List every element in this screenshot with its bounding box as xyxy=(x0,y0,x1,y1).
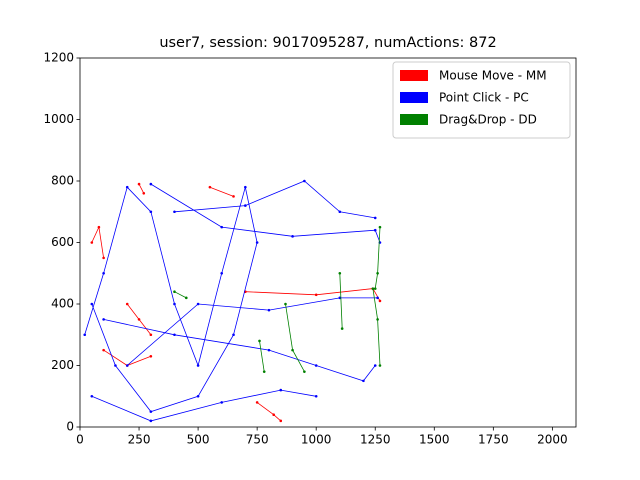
point xyxy=(149,419,153,423)
point xyxy=(102,318,105,321)
point xyxy=(196,364,200,367)
point xyxy=(149,354,153,358)
point xyxy=(244,185,247,189)
point xyxy=(279,388,283,392)
point xyxy=(208,185,212,189)
point xyxy=(378,225,382,229)
y-tick-label: 600 xyxy=(51,235,74,249)
point xyxy=(97,225,101,229)
point xyxy=(220,225,224,229)
point xyxy=(373,228,377,232)
x-tick-label: 2000 xyxy=(537,433,568,447)
chart-title: user7, session: 9017095287, numActions: … xyxy=(159,35,496,51)
point xyxy=(83,333,87,337)
point xyxy=(340,327,344,330)
point xyxy=(291,235,294,238)
point xyxy=(255,401,259,404)
point xyxy=(244,204,247,207)
point xyxy=(255,241,259,244)
point xyxy=(314,293,318,297)
point xyxy=(279,419,283,423)
legend-label: Point Click - PC xyxy=(439,91,529,105)
point xyxy=(378,364,382,367)
x-tick-label: 1250 xyxy=(360,433,391,447)
point xyxy=(284,302,287,306)
y-tick-label: 200 xyxy=(51,358,74,372)
x-tick-label: 750 xyxy=(246,433,269,447)
point xyxy=(102,256,105,260)
point xyxy=(267,308,271,312)
point xyxy=(376,296,379,300)
point xyxy=(173,333,176,337)
point xyxy=(362,379,365,383)
point xyxy=(338,210,342,214)
point xyxy=(196,394,200,398)
point xyxy=(142,192,146,195)
x-tick-label: 0 xyxy=(76,433,84,447)
point xyxy=(232,195,235,198)
point xyxy=(137,318,141,321)
legend-swatch xyxy=(400,70,428,81)
point xyxy=(272,413,275,417)
point xyxy=(303,179,306,183)
y-tick-label: 0 xyxy=(66,420,74,434)
point xyxy=(338,271,342,275)
point xyxy=(291,348,294,352)
point xyxy=(149,182,153,186)
x-tick-label: 1000 xyxy=(301,433,332,447)
point xyxy=(262,370,266,373)
point xyxy=(373,216,377,220)
point xyxy=(314,364,318,367)
plot-area xyxy=(83,179,382,423)
x-tick-label: 1750 xyxy=(478,433,509,447)
point xyxy=(149,333,153,337)
point xyxy=(173,210,176,214)
x-tick-label: 500 xyxy=(187,433,210,447)
point xyxy=(90,302,94,306)
point xyxy=(173,290,176,294)
point xyxy=(125,302,129,306)
legend-label: Drag&Drop - DD xyxy=(439,113,537,127)
x-tick-label: 250 xyxy=(128,433,151,447)
point xyxy=(314,394,318,398)
point xyxy=(258,339,261,343)
point xyxy=(102,348,105,352)
legend-swatch xyxy=(400,92,428,103)
point xyxy=(125,185,129,189)
point xyxy=(267,348,271,352)
point xyxy=(149,410,153,413)
point xyxy=(371,287,375,290)
point xyxy=(137,182,141,186)
point xyxy=(90,394,94,398)
x-tick-label: 1500 xyxy=(419,433,450,447)
y-tick-label: 1000 xyxy=(43,112,74,126)
legend-box xyxy=(392,61,571,139)
y-tick-label: 800 xyxy=(51,174,74,188)
point xyxy=(184,296,188,300)
point xyxy=(114,364,117,367)
point xyxy=(373,287,377,290)
point xyxy=(376,271,379,275)
point xyxy=(376,318,379,321)
y-tick-label: 1200 xyxy=(43,51,74,65)
legend-swatch xyxy=(400,114,428,125)
y-tick-label: 400 xyxy=(51,297,74,311)
point xyxy=(303,370,306,373)
legend-label: Mouse Move - MM xyxy=(439,69,547,83)
point xyxy=(125,364,129,367)
point xyxy=(90,241,94,244)
point xyxy=(196,302,200,306)
point xyxy=(173,302,176,306)
point xyxy=(373,364,377,367)
point xyxy=(220,401,224,404)
point xyxy=(102,271,105,275)
point xyxy=(149,210,153,214)
point xyxy=(232,333,235,337)
point xyxy=(378,299,382,303)
point xyxy=(220,271,224,275)
